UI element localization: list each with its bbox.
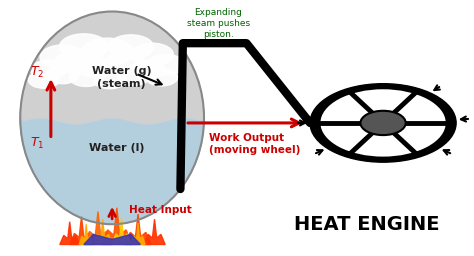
Circle shape: [118, 69, 149, 86]
Circle shape: [93, 71, 126, 89]
Polygon shape: [20, 118, 204, 224]
Polygon shape: [131, 223, 145, 244]
Text: Water (l): Water (l): [89, 143, 145, 153]
Circle shape: [59, 34, 109, 60]
Text: $T_1$: $T_1$: [29, 136, 44, 151]
Text: $T_2$: $T_2$: [29, 65, 44, 80]
Ellipse shape: [310, 84, 456, 162]
Text: HEAT ENGINE: HEAT ENGINE: [294, 215, 439, 234]
Text: Expanding
steam pushes
piston.: Expanding steam pushes piston.: [187, 8, 250, 39]
Polygon shape: [93, 219, 112, 244]
Polygon shape: [125, 214, 151, 244]
Polygon shape: [70, 217, 93, 244]
Polygon shape: [101, 208, 132, 244]
Circle shape: [55, 51, 94, 73]
Polygon shape: [84, 211, 112, 244]
Polygon shape: [144, 219, 165, 244]
Circle shape: [40, 45, 85, 69]
Circle shape: [129, 60, 165, 79]
Ellipse shape: [20, 12, 204, 224]
Polygon shape: [84, 234, 140, 244]
Circle shape: [109, 35, 154, 59]
Polygon shape: [79, 224, 93, 244]
Text: Water (g)
(steam): Water (g) (steam): [92, 66, 151, 89]
Circle shape: [146, 69, 178, 86]
Circle shape: [131, 43, 173, 66]
Text: Work Output
(moving wheel): Work Output (moving wheel): [209, 133, 300, 155]
Polygon shape: [60, 222, 80, 244]
Polygon shape: [112, 218, 131, 244]
Circle shape: [147, 55, 185, 75]
Text: Heat Input: Heat Input: [128, 205, 191, 215]
Ellipse shape: [360, 111, 406, 135]
Circle shape: [77, 57, 115, 77]
Circle shape: [104, 51, 144, 73]
Circle shape: [28, 71, 59, 88]
Circle shape: [69, 68, 103, 87]
Ellipse shape: [320, 89, 446, 157]
Circle shape: [46, 66, 79, 84]
Circle shape: [31, 60, 66, 79]
Circle shape: [82, 38, 133, 66]
